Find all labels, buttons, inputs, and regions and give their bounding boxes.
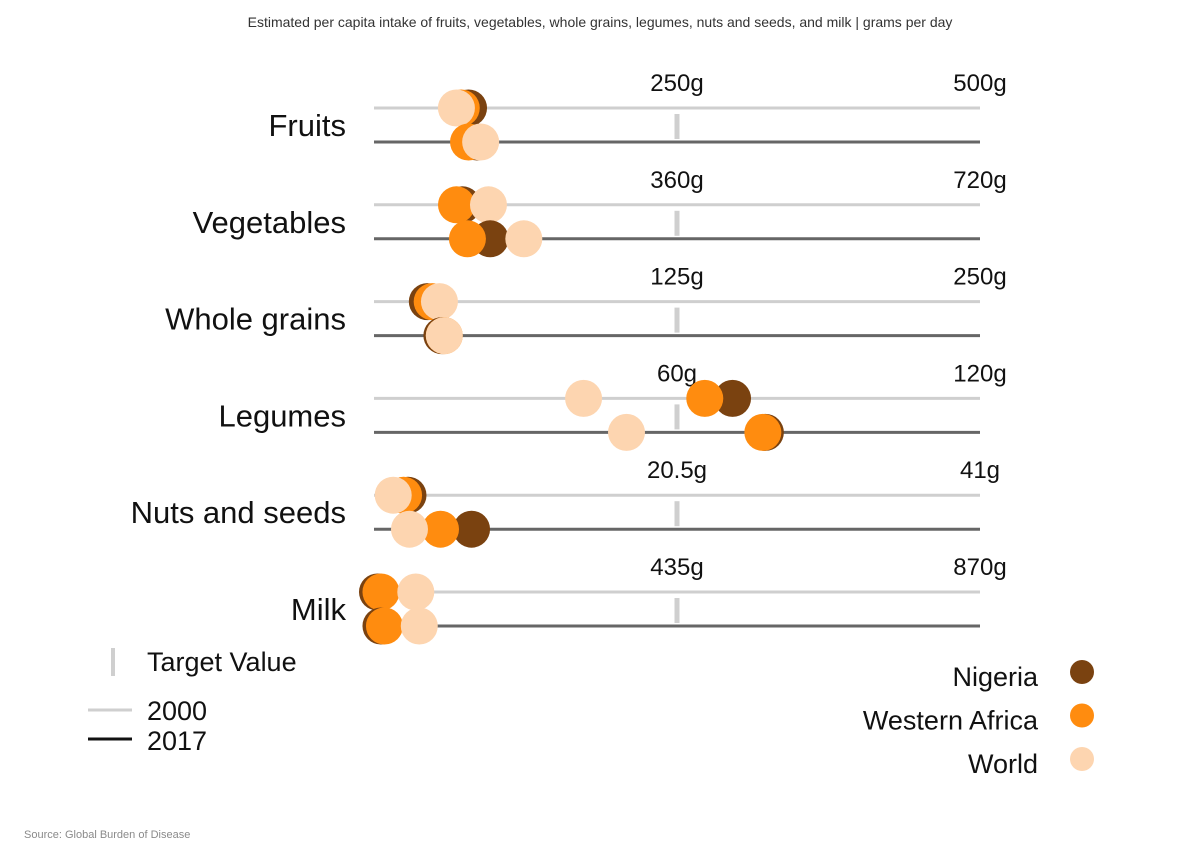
- legend-swatch-nigeria: [1070, 660, 1094, 684]
- dot-western-africa-2000: [437, 186, 475, 224]
- category-label: Milk: [291, 592, 347, 627]
- target-tick-label: 60g: [657, 360, 697, 387]
- dot-world-2017: [608, 413, 645, 451]
- dot-western-africa-2000: [362, 573, 400, 611]
- target-tick-label: 250g: [650, 70, 703, 97]
- dot-world-2000: [565, 379, 603, 417]
- dot-world-2017: [390, 510, 428, 548]
- legend-swatch-world: [1070, 747, 1094, 771]
- dot-western-africa-2017: [365, 607, 403, 645]
- dot-world-2000: [420, 283, 458, 321]
- category-row-milk: Milk 435g 870g: [291, 554, 1007, 645]
- category-label: Legumes: [218, 398, 346, 433]
- dot-western-africa-2017: [744, 413, 782, 451]
- max-tick-label: 870g: [953, 554, 1006, 581]
- dot-world-2000: [374, 476, 412, 514]
- category-label: Nuts and seeds: [131, 495, 346, 530]
- dot-world-2017: [462, 123, 500, 161]
- legend-swatch-western-africa: [1070, 703, 1094, 728]
- category-row-fruits: Fruits 250g 500g: [269, 70, 1007, 161]
- legend-label-2000: 2000: [147, 696, 207, 726]
- dot-world-2017: [505, 220, 543, 258]
- chart-title: Estimated per capita intake of fruits, v…: [248, 14, 953, 30]
- max-tick-label: 250g: [953, 264, 1006, 291]
- category-row-vegetables: Vegetables 360g 720g: [193, 167, 1007, 258]
- dot-world-2000: [397, 573, 435, 611]
- category-row-whole-grains: Whole grains 125g 250g: [165, 264, 1007, 355]
- max-tick-label: 500g: [953, 70, 1006, 97]
- dot-world-2000: [437, 89, 475, 127]
- dot-western-africa-2017: [422, 510, 460, 548]
- category-label: Vegetables: [193, 205, 346, 240]
- category-row-nuts-and-seeds: Nuts and seeds 20.5g 41g: [131, 457, 1000, 548]
- legend-label-nigeria: Nigeria: [952, 662, 1039, 692]
- legend-label-world: World: [968, 749, 1038, 779]
- legend-label-2017: 2017: [147, 726, 207, 756]
- category-rows: Fruits 250g 500g Vegetables 360g 720g Whole gr…: [131, 70, 1007, 645]
- dot-world-2017: [425, 317, 463, 355]
- target-tick-label: 435g: [650, 554, 703, 581]
- legend-label-western-africa: Western Africa: [863, 706, 1039, 736]
- max-tick-label: 720g: [953, 167, 1006, 194]
- source-note: Source: Global Burden of Disease: [24, 829, 190, 841]
- target-tick-label: 125g: [650, 264, 703, 291]
- category-row-legumes: Legumes 60g 120g: [218, 360, 1007, 451]
- dot-nigeria-2000: [714, 379, 752, 417]
- max-tick-label: 41g: [960, 457, 1000, 484]
- target-tick-label: 20.5g: [647, 457, 707, 484]
- category-label: Whole grains: [165, 302, 346, 337]
- dot-western-africa-2000: [686, 379, 724, 417]
- target-tick-label: 360g: [650, 167, 703, 194]
- max-tick-label: 120g: [953, 360, 1006, 387]
- dot-world-2000: [469, 186, 507, 224]
- category-label: Fruits: [269, 108, 347, 143]
- dot-western-africa-2017: [448, 220, 486, 258]
- legend-target-label: Target Value: [147, 647, 297, 677]
- dot-world-2017: [400, 607, 438, 645]
- dot-nigeria-2017: [453, 510, 491, 548]
